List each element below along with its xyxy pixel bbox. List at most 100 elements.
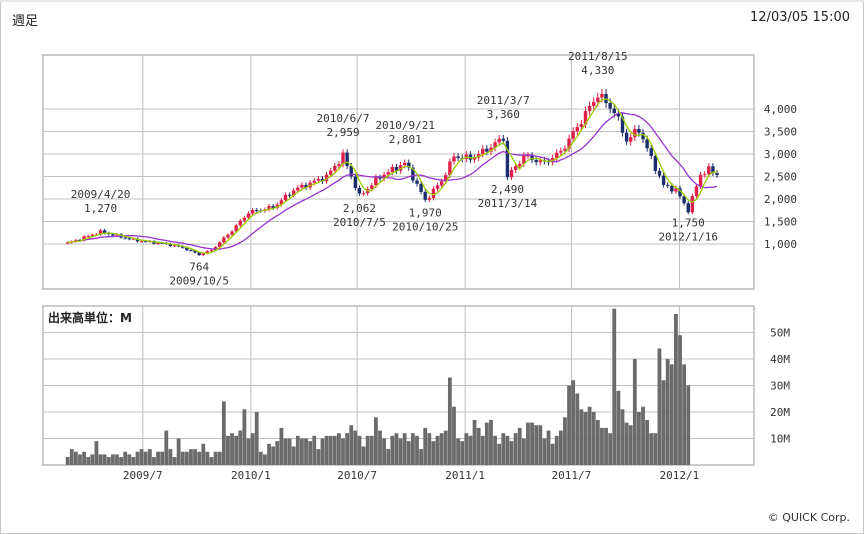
annotation-value-label: 2,490 [491, 183, 524, 196]
volume-bar [587, 406, 592, 465]
candle-body [168, 243, 173, 246]
volume-bar [238, 430, 243, 465]
candle-body [612, 108, 616, 114]
volume-bar [501, 433, 506, 465]
candle-body [160, 242, 164, 244]
candle-body [209, 250, 214, 252]
volume-bar [661, 380, 666, 465]
volume-bar [410, 433, 415, 465]
volume-bar [443, 430, 448, 465]
volume-bar [205, 451, 210, 465]
candle-body [398, 165, 403, 171]
candle-body [197, 252, 201, 256]
volume-bar [682, 364, 687, 465]
volume-bar [653, 433, 658, 465]
candle-body [567, 138, 571, 149]
annotation-date-label: 2009/10/5 [169, 275, 229, 288]
volume-bar [267, 443, 271, 465]
volume-bar [472, 419, 477, 465]
volume-bar [184, 451, 189, 465]
candle-body [538, 160, 542, 163]
volume-bar [484, 422, 489, 465]
volume-bar [337, 433, 341, 465]
volume-bar [542, 438, 547, 465]
volume-bar [217, 451, 222, 465]
volume-bar [517, 427, 522, 465]
volume-bar [558, 430, 563, 465]
volume-bar [345, 433, 350, 465]
annotation-value-label: 1,270 [84, 202, 117, 215]
volume-bar [534, 425, 539, 465]
candle-body [341, 152, 345, 165]
candle-body [82, 236, 86, 241]
x-tick-label: 2010/7 [337, 469, 377, 482]
volume-bar [546, 430, 551, 465]
volume-bar [82, 451, 86, 465]
annotation-value-label: 4,330 [581, 64, 614, 77]
annotation-value-label: 3,360 [487, 108, 520, 121]
volume-bar [361, 446, 366, 465]
candle-body [189, 250, 193, 252]
volume-bar [119, 457, 123, 465]
candle-body [555, 152, 559, 159]
candle-body [222, 237, 226, 243]
volume-bar [554, 435, 559, 465]
annotation-value-label: 1,970 [409, 206, 442, 219]
volume-bar [127, 454, 132, 465]
candle-body [345, 152, 349, 167]
candle-body [271, 206, 275, 208]
candle-body [312, 180, 316, 183]
candle-body [620, 116, 625, 133]
candle-body [226, 234, 230, 238]
volume-bar [139, 449, 144, 465]
volume-bar [406, 441, 411, 465]
candle-body [328, 170, 333, 175]
candle-body [246, 213, 251, 218]
candle-body [526, 155, 530, 157]
volume-bar [464, 433, 469, 465]
volume-bar [156, 451, 160, 465]
candle-body [641, 132, 645, 140]
volume-bar [304, 438, 308, 465]
volume-bar [180, 451, 185, 465]
volume-y-tick-label: 30M [770, 380, 790, 393]
candle-body [509, 170, 514, 178]
annotation-date-label: 2010/9/21 [375, 119, 435, 132]
candle-body [357, 188, 362, 194]
candle-body [427, 198, 432, 200]
volume-bar [460, 441, 465, 465]
candle-body [670, 185, 674, 192]
volume-bar [616, 390, 621, 465]
candle-body [583, 111, 588, 125]
candle-body [472, 157, 477, 160]
volume-bar [168, 449, 173, 465]
volume-bar [287, 438, 292, 465]
volume-bar [226, 435, 230, 465]
candle-body [629, 137, 633, 142]
volume-bar [513, 433, 518, 465]
candle-body [501, 138, 506, 141]
volume-bar [489, 419, 493, 465]
volume-bar [106, 457, 111, 465]
candle-body [337, 164, 341, 166]
volume-bar [357, 435, 362, 465]
volume-bar [332, 435, 337, 465]
volume-bar [324, 435, 329, 465]
volume-bar [447, 377, 452, 465]
candle-body [707, 166, 711, 175]
volume-bar [423, 427, 428, 465]
candle-body [275, 204, 279, 208]
volume-bar [563, 417, 567, 465]
candle-body [131, 238, 136, 240]
volume-bar [612, 308, 617, 465]
volume-bar [649, 433, 654, 465]
x-tick-label: 2012/1 [660, 469, 700, 482]
volume-bar [427, 433, 432, 465]
ma-long-line [67, 112, 718, 250]
candle-body [431, 188, 436, 199]
volume-bar [398, 438, 403, 465]
price-y-tick-label: 3,000 [764, 148, 797, 161]
volume-bar [575, 393, 580, 465]
volume-bar [250, 433, 255, 465]
